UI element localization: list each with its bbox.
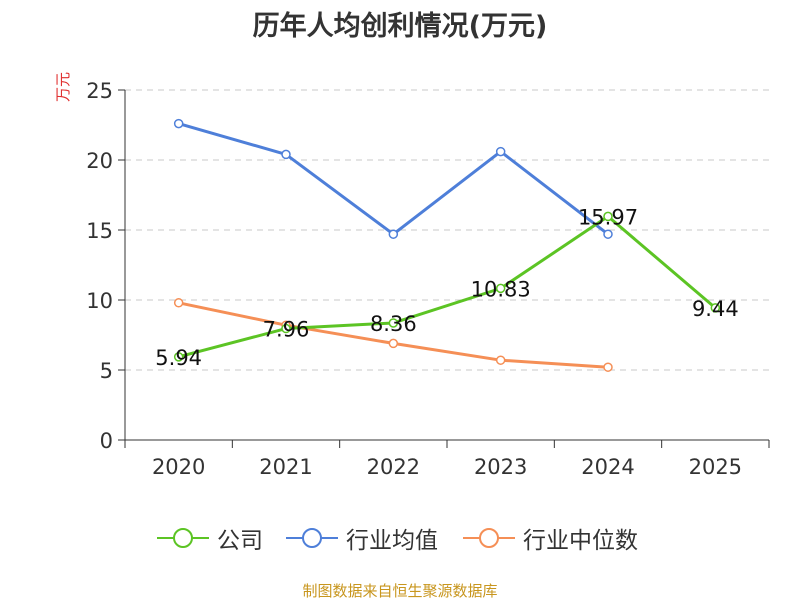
- x-tick-label: 2022: [367, 455, 420, 479]
- data-label: 5.94: [155, 346, 202, 370]
- legend-label: 行业中位数: [523, 528, 638, 554]
- data-point: [173, 352, 184, 362]
- y-tick-label: 25: [86, 79, 113, 103]
- series-line-1: [178, 122, 609, 236]
- data-label: 10.83: [471, 277, 531, 301]
- data-point: [603, 362, 613, 372]
- data-point: [388, 229, 399, 239]
- data-source-note: 制图数据来自恒生聚源数据库: [302, 582, 498, 600]
- data-point: [495, 355, 506, 365]
- legend-line-marker-icon: [463, 528, 515, 548]
- legend-line-marker-icon: [286, 528, 338, 548]
- legend-line-marker-icon: [157, 528, 209, 548]
- x-tick-label: 2024: [581, 455, 634, 479]
- y-tick-label: 15: [86, 219, 113, 243]
- x-tick-label: 2023: [474, 455, 527, 479]
- y-tick-label: 10: [86, 289, 113, 313]
- data-point: [173, 118, 184, 129]
- data-point: [603, 229, 613, 239]
- legend-label: 行业均值: [346, 528, 438, 554]
- legend-item-industry-average[interactable]: 行业均值: [286, 520, 438, 556]
- legend-item-industry-median[interactable]: 行业中位数: [463, 520, 638, 556]
- series-line-0: [178, 214, 717, 359]
- data-point: [495, 146, 506, 157]
- x-tick-label: 2020: [152, 455, 205, 479]
- data-point: [603, 211, 613, 222]
- x-tick-label: 2021: [259, 455, 312, 479]
- data-point: [173, 298, 184, 308]
- data-label: 9.44: [692, 297, 739, 321]
- legend: 公司 行业均值 行业中位数: [0, 520, 800, 556]
- chart-title: 历年人均创利情况(万元): [252, 11, 548, 42]
- data-point: [710, 303, 721, 313]
- data-point: [281, 149, 291, 160]
- data-point: [281, 323, 291, 334]
- y-tick-label: 0: [100, 429, 113, 453]
- data-label: 15.97: [578, 205, 638, 229]
- legend-item-company[interactable]: 公司: [157, 520, 263, 556]
- data-point: [388, 338, 399, 349]
- data-label: 7.96: [263, 318, 310, 342]
- data-point: [495, 283, 506, 294]
- legend-label: 公司: [217, 528, 263, 554]
- y-tick-label: 20: [86, 149, 113, 173]
- x-tick-label: 2025: [689, 455, 742, 479]
- data-point: [388, 318, 399, 328]
- y-tick-label: 5: [100, 359, 113, 383]
- data-label: 8.36: [370, 312, 417, 336]
